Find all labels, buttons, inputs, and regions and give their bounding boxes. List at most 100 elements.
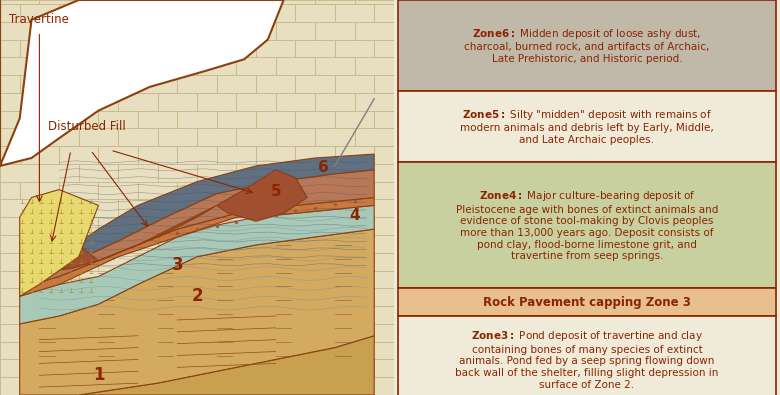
Bar bbox=[197, 377, 236, 395]
Bar bbox=[315, 235, 354, 253]
FancyBboxPatch shape bbox=[398, 0, 776, 91]
Bar bbox=[276, 377, 315, 395]
Bar bbox=[335, 324, 374, 342]
Bar bbox=[354, 57, 394, 75]
Bar bbox=[138, 4, 177, 22]
Bar bbox=[197, 235, 236, 253]
Bar bbox=[98, 359, 138, 377]
Bar bbox=[138, 253, 177, 271]
Bar bbox=[335, 4, 374, 22]
Bar bbox=[0, 359, 20, 377]
Bar bbox=[335, 146, 374, 164]
Bar bbox=[98, 253, 138, 271]
Bar bbox=[217, 146, 256, 164]
Bar bbox=[98, 111, 138, 128]
Bar bbox=[0, 164, 39, 182]
Bar bbox=[0, 324, 20, 342]
Bar bbox=[177, 253, 217, 271]
Bar bbox=[39, 0, 79, 4]
Bar bbox=[197, 22, 236, 40]
Bar bbox=[59, 288, 98, 306]
Bar bbox=[119, 271, 158, 288]
Bar bbox=[354, 22, 394, 40]
FancyBboxPatch shape bbox=[398, 91, 776, 162]
Bar bbox=[119, 164, 158, 182]
Bar bbox=[98, 146, 138, 164]
Bar bbox=[138, 217, 177, 235]
Bar bbox=[39, 377, 79, 395]
Bar bbox=[315, 199, 354, 217]
Bar bbox=[217, 111, 256, 128]
Text: 6: 6 bbox=[317, 160, 328, 175]
Bar bbox=[0, 128, 39, 146]
Polygon shape bbox=[217, 170, 307, 221]
Text: Travertine: Travertine bbox=[9, 13, 69, 26]
Bar bbox=[236, 57, 276, 75]
Bar bbox=[335, 359, 374, 377]
Bar bbox=[296, 288, 335, 306]
Bar bbox=[39, 57, 79, 75]
Text: $\bf{Zone 3:}$ Pond deposit of travertine and clay
containing bones of many spec: $\bf{Zone 3:}$ Pond deposit of travertin… bbox=[456, 329, 718, 389]
Bar bbox=[59, 253, 98, 271]
Bar bbox=[374, 253, 394, 271]
Bar bbox=[79, 57, 119, 75]
Bar bbox=[0, 111, 20, 128]
Bar bbox=[256, 182, 296, 199]
Bar bbox=[296, 182, 335, 199]
Bar bbox=[276, 22, 315, 40]
Bar bbox=[236, 271, 276, 288]
Bar bbox=[177, 182, 217, 199]
Bar bbox=[0, 253, 20, 271]
Bar bbox=[315, 128, 354, 146]
Bar bbox=[39, 306, 79, 324]
Bar bbox=[98, 288, 138, 306]
Bar bbox=[296, 359, 335, 377]
Bar bbox=[20, 324, 59, 342]
Bar bbox=[296, 253, 335, 271]
Bar bbox=[354, 0, 394, 4]
Bar bbox=[98, 182, 138, 199]
Bar bbox=[0, 4, 20, 22]
Bar bbox=[39, 164, 79, 182]
Bar bbox=[138, 111, 177, 128]
Bar bbox=[256, 217, 296, 235]
Bar bbox=[177, 111, 217, 128]
Bar bbox=[335, 75, 374, 93]
Bar bbox=[0, 93, 39, 111]
Bar bbox=[335, 182, 374, 199]
Bar bbox=[335, 288, 374, 306]
Bar bbox=[276, 306, 315, 324]
Bar bbox=[98, 217, 138, 235]
Polygon shape bbox=[20, 229, 374, 395]
Bar bbox=[374, 111, 394, 128]
Bar bbox=[296, 146, 335, 164]
Bar bbox=[197, 0, 236, 4]
Bar bbox=[20, 359, 59, 377]
Bar bbox=[98, 4, 138, 22]
Bar bbox=[374, 182, 394, 199]
Bar bbox=[296, 111, 335, 128]
Bar bbox=[197, 164, 236, 182]
Bar bbox=[197, 128, 236, 146]
Bar bbox=[256, 324, 296, 342]
Bar bbox=[59, 111, 98, 128]
Bar bbox=[276, 128, 315, 146]
Bar bbox=[315, 271, 354, 288]
Bar bbox=[276, 57, 315, 75]
Bar bbox=[276, 0, 315, 4]
Bar bbox=[39, 342, 79, 359]
Bar bbox=[236, 306, 276, 324]
Bar bbox=[276, 235, 315, 253]
Text: 2: 2 bbox=[191, 287, 203, 305]
Bar bbox=[20, 40, 59, 57]
Bar bbox=[0, 0, 39, 4]
Text: Disturbed Fill: Disturbed Fill bbox=[48, 120, 126, 133]
Bar bbox=[158, 57, 197, 75]
Bar bbox=[158, 128, 197, 146]
Bar bbox=[236, 164, 276, 182]
Bar bbox=[0, 235, 39, 253]
Text: 3: 3 bbox=[172, 256, 183, 274]
Bar bbox=[138, 288, 177, 306]
Bar bbox=[119, 342, 158, 359]
Bar bbox=[236, 128, 276, 146]
